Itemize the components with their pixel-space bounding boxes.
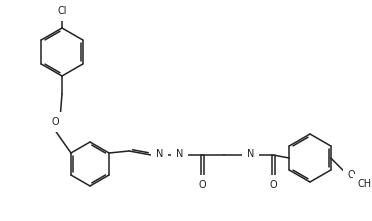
Text: N: N <box>247 149 254 159</box>
Text: O: O <box>269 180 277 190</box>
Text: N: N <box>156 149 163 159</box>
Text: H: H <box>176 156 182 164</box>
Text: O: O <box>348 170 355 180</box>
Text: H: H <box>247 156 253 164</box>
Text: Cl: Cl <box>57 6 67 16</box>
Text: O: O <box>198 180 206 190</box>
Text: CH₃: CH₃ <box>358 179 372 189</box>
Text: O: O <box>51 117 59 127</box>
Text: N: N <box>176 149 183 159</box>
